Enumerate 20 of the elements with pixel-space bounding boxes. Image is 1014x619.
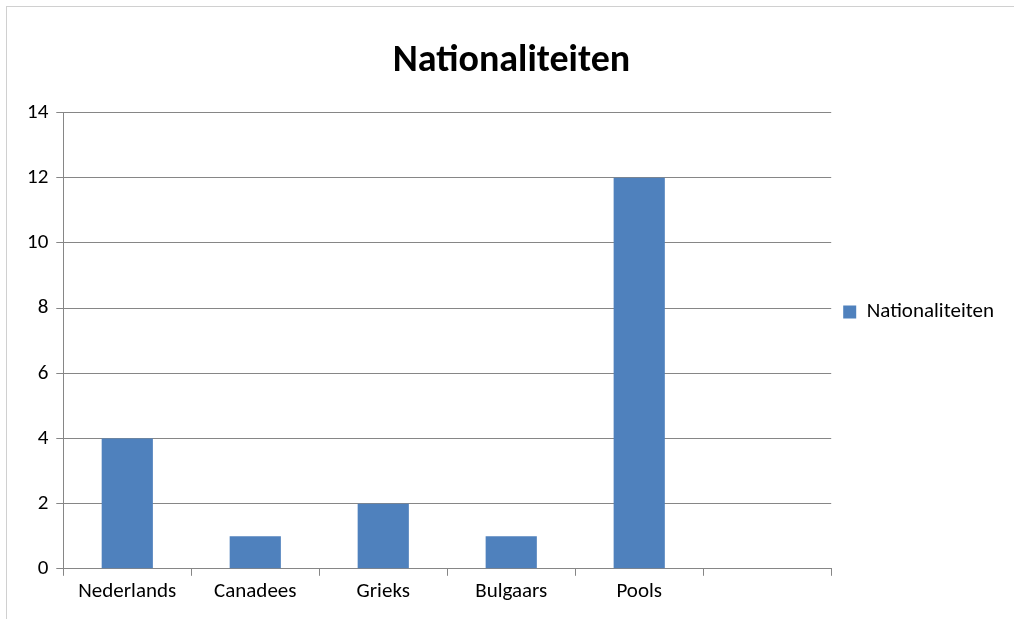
x-tick-label: Bulgaars: [475, 576, 548, 603]
bar: [101, 438, 153, 569]
bar: [613, 177, 665, 569]
x-tick-label: Nederlands: [78, 576, 177, 603]
y-tick-label: 0: [37, 554, 49, 581]
x-tick-label: Canadees: [214, 576, 297, 603]
y-tick-label: 8: [37, 293, 49, 320]
x-tick-label: Pools: [616, 576, 663, 603]
chart-title: Nationaliteiten: [392, 35, 631, 82]
x-tick-label: Grieks: [356, 576, 410, 603]
legend-label: Nationaliteiten: [866, 297, 994, 324]
bar: [229, 536, 281, 569]
y-tick-label: 6: [37, 358, 49, 385]
bar: [485, 536, 537, 569]
y-tick-label: 14: [26, 97, 49, 124]
y-tick-label: 10: [26, 228, 49, 255]
y-tick-label: 2: [37, 488, 49, 515]
bar: [357, 503, 409, 569]
y-tick-label: 4: [37, 423, 49, 450]
y-tick-label: 12: [26, 163, 49, 190]
